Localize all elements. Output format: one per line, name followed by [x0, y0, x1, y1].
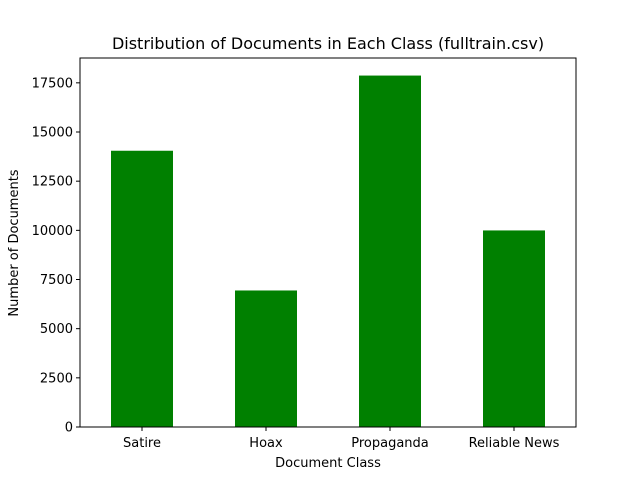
axes-frame — [79, 57, 577, 428]
x-tick-label: Hoax — [249, 436, 283, 451]
y-tick-label: 12500 — [32, 175, 73, 190]
bar-hoax — [235, 290, 297, 427]
bar-propaganda — [359, 75, 421, 427]
bar-satire — [111, 150, 173, 427]
y-tick-label: 2500 — [40, 371, 73, 386]
x-tick-label: Propaganda — [351, 436, 429, 451]
x-tick-label: Satire — [123, 436, 161, 451]
x-tick-label: Reliable News — [469, 436, 560, 451]
chart-title: Distribution of Documents in Each Class … — [112, 34, 544, 53]
y-tick-label: 10000 — [32, 224, 73, 239]
plot-area: 0 2500 5000 7500 10000 12500 15000 17500 Satire H… — [32, 57, 577, 451]
bar-reliable-news — [483, 230, 545, 427]
y-axis-label: Number of Documents — [7, 169, 22, 316]
y-tick-label: 15000 — [32, 126, 73, 141]
x-axis-label: Document Class — [275, 456, 381, 471]
y-tick-label: 17500 — [32, 76, 73, 91]
y-tick-label: 0 — [65, 421, 73, 436]
y-tick-label: 5000 — [40, 322, 73, 337]
y-tick-label: 7500 — [40, 273, 73, 288]
